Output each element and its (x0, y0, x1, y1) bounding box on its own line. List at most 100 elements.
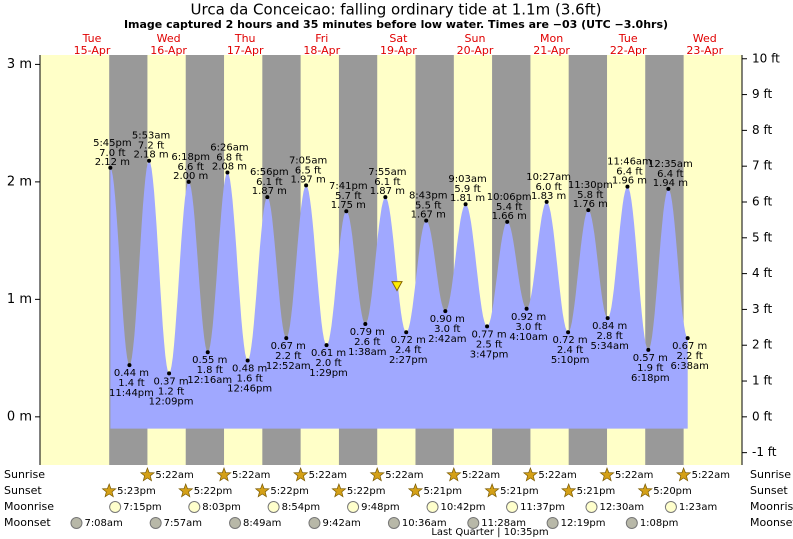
row-time: 5:22am (155, 470, 193, 481)
tide-time-label: 1:38am (348, 347, 386, 358)
moonset-icon (308, 517, 321, 529)
tide-m-label: 1.81 m (450, 193, 485, 204)
y2-tick-label: 2 ft (752, 338, 772, 352)
moonrise-icon (347, 501, 360, 513)
tide-time-label: 12:52am (266, 361, 311, 372)
tide-m-label: 0.61 m (311, 348, 346, 359)
tide-point (646, 347, 651, 352)
sun-icon (637, 483, 653, 498)
tide-time-label: 2:42am (428, 334, 466, 345)
tide-time-label: 11:44pm (109, 388, 154, 399)
row-time: 5:23pm (117, 486, 156, 497)
tide-ft-label: 5.4 ft (496, 202, 522, 213)
row-label: Sunset (4, 484, 42, 497)
tide-point (147, 158, 152, 163)
y-tick-label: 2 m (7, 174, 32, 189)
tide-m-label: 2.18 m (133, 150, 168, 161)
sun-icon (484, 483, 500, 498)
tide-time-label: 12:09pm (149, 396, 194, 407)
moonrise-icon (664, 501, 677, 513)
row-time: 12:19pm (561, 518, 606, 529)
row-time: 9:42am (322, 518, 360, 529)
sun-icon (293, 467, 309, 482)
moonset-icon (149, 517, 162, 529)
day-date: 16-Apr (150, 44, 187, 57)
row-time: 7:57am (164, 518, 202, 529)
tide-ft-label: 6.1 ft (256, 177, 282, 188)
moonrise-icon (109, 501, 122, 513)
row-label-right: Moonrise (750, 500, 793, 513)
row-time: 5:22am (615, 470, 653, 481)
sun-icon (407, 483, 424, 498)
y2-tick-label: 6 ft (752, 194, 772, 208)
tide-ft-label: 5.9 ft (454, 184, 480, 195)
tide-m-label: 2.00 m (173, 171, 208, 182)
tide-point (586, 208, 591, 213)
y2-tick-label: 9 ft (752, 87, 772, 101)
tide-ft-label: 7.2 ft (138, 141, 164, 152)
row-time: 7:15pm (123, 502, 162, 513)
moonset-icon (467, 517, 480, 529)
y2-tick-label: 8 ft (752, 123, 772, 137)
moonset-icon (625, 517, 638, 529)
tide-m-label: 2.08 m (212, 161, 247, 172)
moonrise-icon (585, 501, 598, 513)
tide-ft-label: 2.0 ft (315, 358, 341, 369)
tide-time-label: 7:55am (368, 167, 406, 178)
tide-m-label: 0.79 m (350, 327, 385, 338)
row-time: 1:23am (679, 502, 717, 513)
day-date: 18-Apr (303, 44, 340, 57)
tide-time-label: 7:05am (289, 155, 327, 166)
tide-time-label: 7:41pm (329, 181, 368, 192)
row-time: 5:22pm (347, 486, 386, 497)
tide-point (443, 309, 448, 314)
day-date: 21-Apr (533, 44, 570, 57)
moonset-icon (546, 517, 559, 529)
tide-m-label: 0.72 m (391, 335, 426, 346)
tide-time-label: 6:18pm (631, 373, 670, 384)
tide-point (463, 202, 468, 207)
day-weekday: Tue (618, 32, 638, 45)
tide-m-label: 1.83 m (531, 191, 566, 202)
tide-time-label: 5:10pm (551, 355, 590, 366)
row-time: 5:22am (385, 470, 423, 481)
moon-phase: Last Quarter | 10:35pm (431, 527, 548, 538)
row-label-right: Sunset (750, 484, 788, 497)
tide-ft-label: 1.9 ft (637, 363, 663, 374)
moonrise-icon (506, 501, 519, 513)
row-time: 5:20pm (653, 486, 692, 497)
row-time: 5:22am (462, 470, 500, 481)
sun-icon (446, 467, 462, 482)
row-label-right: Sunrise (750, 468, 791, 481)
tide-point (245, 358, 250, 363)
tide-time-label: 10:27am (526, 172, 571, 183)
tide-time-label: 12:46pm (227, 383, 272, 394)
tide-m-label: 0.84 m (592, 321, 627, 332)
y2-tick-label: -1 ft (752, 445, 777, 459)
tide-m-label: 1.66 m (492, 211, 527, 222)
tide-m-label: 2.12 m (95, 157, 130, 168)
row-label: Moonrise (4, 500, 54, 513)
tide-ft-label: 6.4 ft (616, 167, 642, 178)
sun-icon (561, 483, 577, 498)
row-label-right: Moonset (750, 516, 793, 529)
sun-icon (254, 483, 270, 498)
tide-point (625, 184, 630, 189)
day-weekday: Wed (157, 32, 181, 45)
sun-icon (139, 467, 156, 482)
tide-ft-label: 2.4 ft (557, 345, 583, 356)
day-weekday: Sat (389, 32, 408, 45)
tide-ft-label: 5.5 ft (415, 201, 441, 212)
tide-m-label: 1.67 m (411, 210, 446, 221)
tide-ft-label: 1.8 ft (197, 365, 223, 376)
tide-time-label: 12:16am (187, 375, 232, 386)
y-tick-label: 3 m (7, 57, 32, 72)
tide-ft-label: 3.0 ft (434, 324, 460, 335)
tide-time-label: 9:03am (448, 174, 486, 185)
tide-m-label: 1.75 m (331, 200, 366, 211)
row-time: 5:21pm (500, 486, 539, 497)
chart-title: Urca da Conceicao: falling ordinary tide… (191, 1, 602, 19)
y2-tick-label: 0 ft (752, 409, 772, 423)
